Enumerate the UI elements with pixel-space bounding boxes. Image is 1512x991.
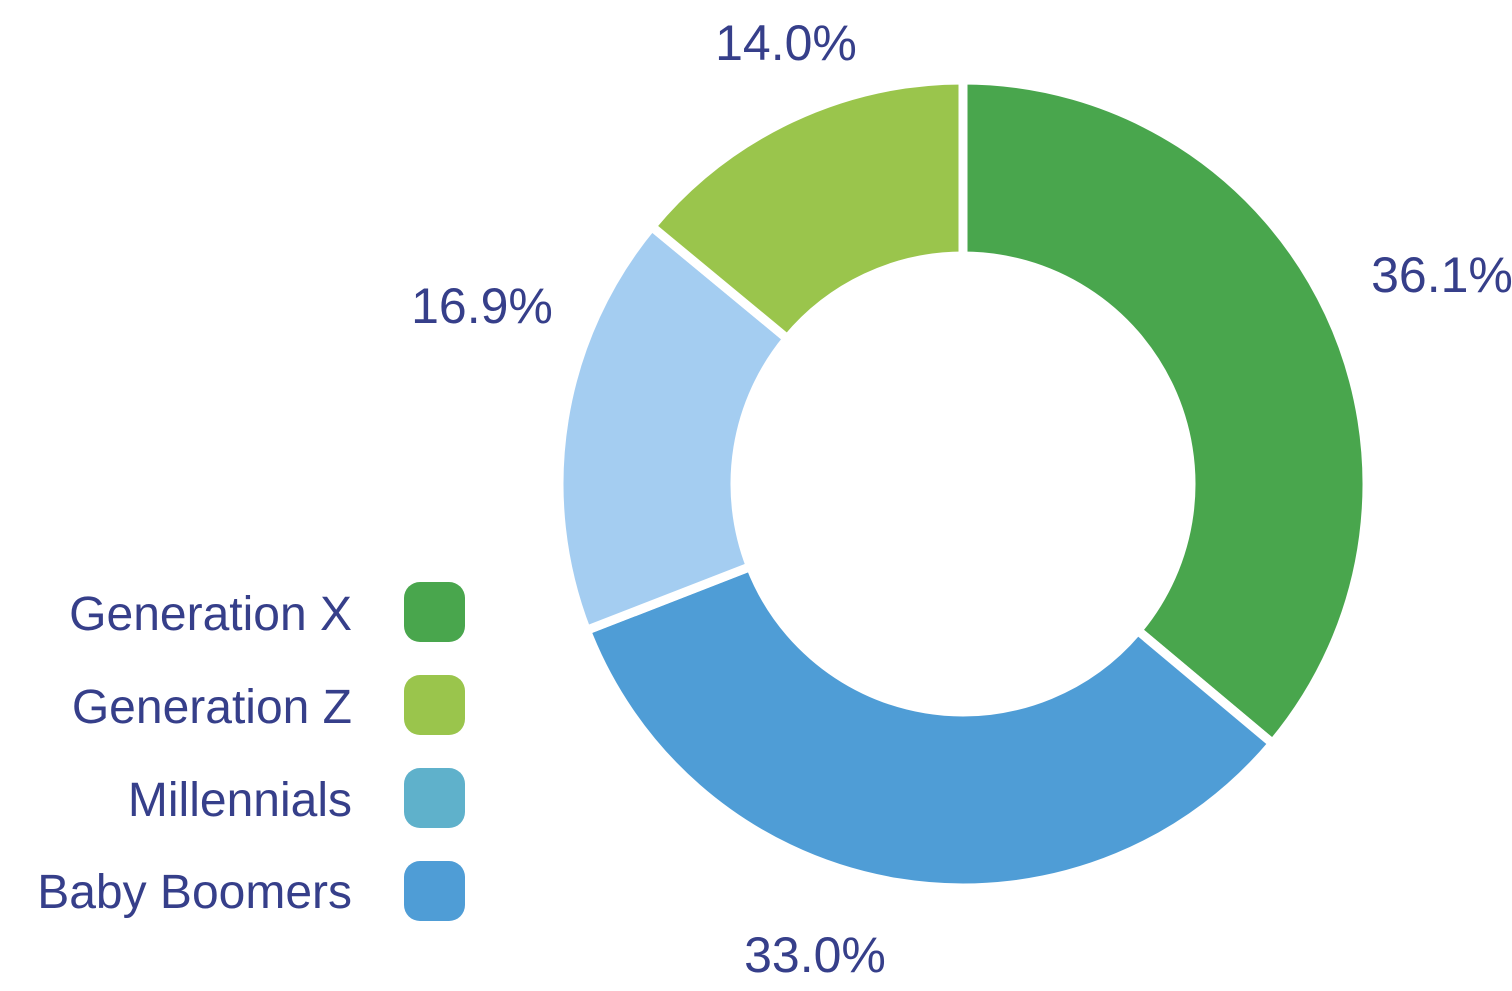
value-label-baby-boomers: 33.0% — [744, 927, 886, 983]
value-label-generation-x: 36.1% — [1371, 247, 1512, 303]
value-label-generation-z: 14.0% — [715, 15, 857, 71]
legend: Generation X Generation Z Millennials Ba… — [37, 582, 465, 921]
legend-label-generation-z: Generation Z — [72, 681, 352, 734]
legend-label-millennials: Millennials — [128, 774, 352, 827]
legend-label-generation-x: Generation X — [69, 588, 352, 641]
donut-slices — [554, 75, 1372, 893]
legend-item-millennials: Millennials — [128, 768, 465, 828]
value-label-millennials: 16.9% — [411, 278, 553, 334]
slice-millennials — [554, 220, 794, 637]
legend-swatch-generation-z — [404, 675, 465, 735]
legend-swatch-generation-x — [404, 582, 465, 642]
slice-baby-boomers — [580, 560, 1280, 893]
slice-generation-x — [958, 75, 1372, 750]
legend-item-baby-boomers: Baby Boomers — [37, 861, 465, 921]
legend-item-generation-x: Generation X — [69, 582, 465, 642]
legend-label-baby-boomers: Baby Boomers — [37, 866, 352, 919]
legend-swatch-baby-boomers — [404, 861, 465, 921]
value-labels: 36.1% 33.0% 16.9% 14.0% — [411, 15, 1512, 983]
legend-swatch-millennials — [404, 768, 465, 828]
legend-item-generation-z: Generation Z — [72, 675, 465, 735]
slice-generation-z — [645, 75, 968, 346]
